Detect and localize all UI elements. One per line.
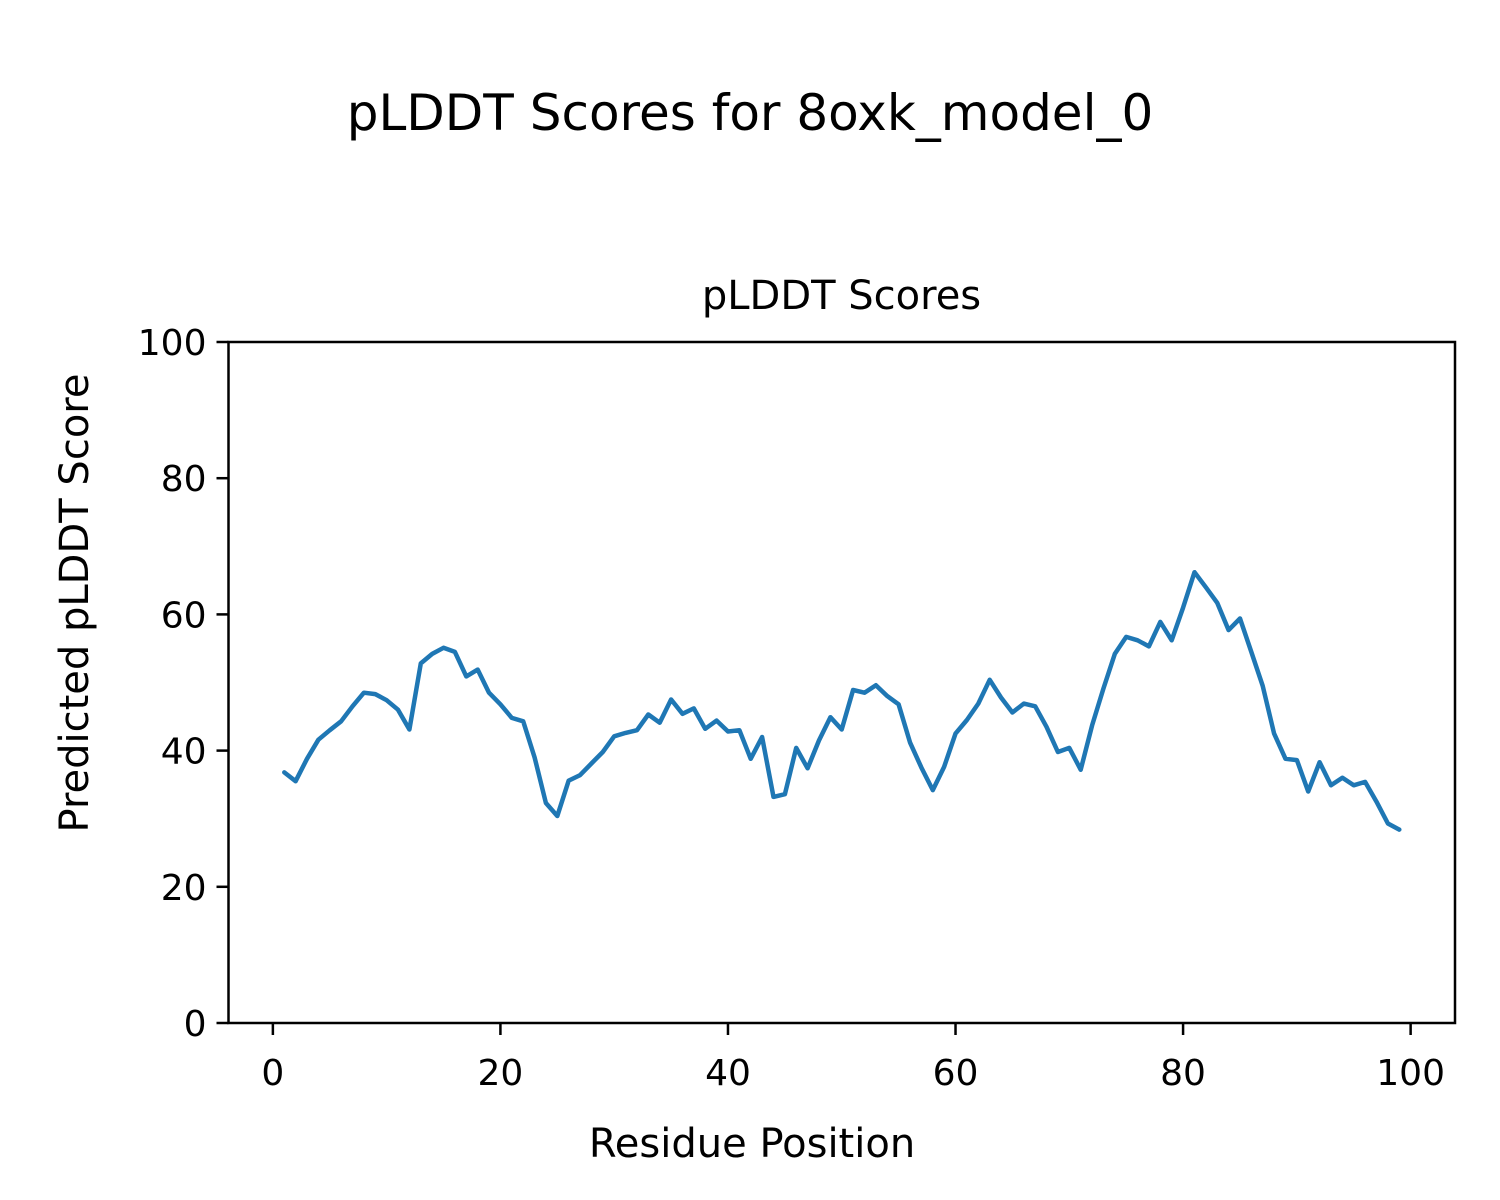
axes-title: pLDDT Scores bbox=[701, 273, 982, 319]
y-tick-label: 0 bbox=[184, 1004, 207, 1045]
plddt-line-series bbox=[282, 569, 1402, 832]
x-tick-label: 0 bbox=[261, 1053, 284, 1094]
y-tick-label: 100 bbox=[138, 323, 207, 364]
x-axis-label: Residue Position bbox=[588, 1121, 916, 1167]
figure-title: pLDDT Scores for 8oxk_model_0 bbox=[346, 84, 1154, 142]
axes-spines bbox=[227, 340, 1457, 1025]
y-tick-label: 80 bbox=[161, 459, 207, 500]
y-tick-label: 20 bbox=[161, 868, 207, 909]
x-tick-label: 60 bbox=[933, 1053, 979, 1094]
y-tick-label: 40 bbox=[161, 732, 207, 773]
x-tick-label: 100 bbox=[1376, 1053, 1445, 1094]
x-tick-label: 40 bbox=[705, 1053, 751, 1094]
x-tick-label: 80 bbox=[1160, 1053, 1206, 1094]
y-tick-label: 60 bbox=[161, 595, 207, 636]
x-tick-label: 20 bbox=[478, 1053, 524, 1094]
